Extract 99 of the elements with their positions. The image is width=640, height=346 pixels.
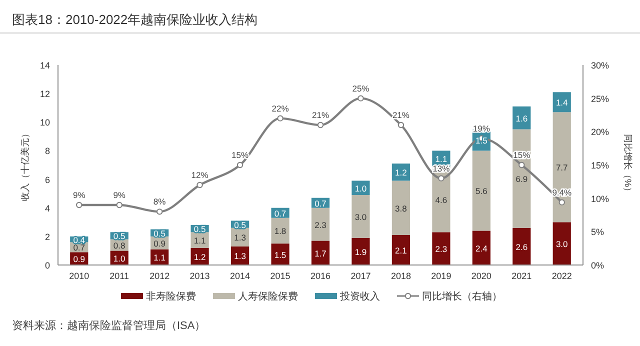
data-label: 0.7	[73, 242, 86, 253]
y-tick-label: 12	[40, 89, 50, 100]
y2-axis-title: 同比增长（%）	[623, 134, 633, 196]
y-tick-label: 6	[44, 174, 50, 185]
data-label: 1.4	[556, 98, 568, 108]
y-tick-label: 8	[44, 146, 50, 156]
bar	[472, 150, 490, 231]
data-label: 1.9	[354, 246, 367, 257]
data-label: 4.6	[435, 194, 448, 205]
data-label: 1.5	[274, 250, 286, 260]
point	[196, 182, 203, 188]
data-label: 0.5	[113, 231, 126, 242]
y-axis-title: 收入（十亿美元）	[20, 129, 30, 201]
data-label: 21%	[312, 110, 330, 120]
x-tick-label: 2012	[150, 271, 170, 281]
y2-tick-label: 0%	[591, 260, 604, 270]
data-label: 0.5	[234, 220, 246, 230]
point	[358, 95, 364, 102]
data-label: 5.6	[476, 186, 488, 196]
x-tick-label: 2022	[552, 271, 572, 281]
data-label: 2.3	[435, 244, 448, 254]
data-label: 2.4	[476, 243, 488, 254]
data-label: 6.9	[516, 174, 528, 184]
y-tick-label: 4	[44, 203, 50, 214]
chart-title: 图表18：2010-2022年越南保险业收入结构	[12, 12, 258, 27]
data-label: 1.1	[435, 154, 448, 164]
point	[438, 175, 444, 182]
data-label: 3.0	[354, 212, 367, 222]
data-label: 0.5	[194, 224, 206, 234]
y2-tick-label: 25%	[591, 94, 610, 104]
y2-tick-label: 20%	[591, 127, 610, 138]
x-tick-label: 2020	[471, 271, 492, 281]
x-tick-label: 2021	[512, 271, 532, 281]
data-label: 0.9	[73, 254, 86, 264]
point	[236, 162, 244, 168]
x-tick-label: 2019	[431, 271, 452, 281]
y-tick-label: 14	[40, 60, 50, 70]
y-tick-label: 10	[40, 118, 50, 128]
data-label: 22%	[272, 103, 290, 114]
data-label: 8%	[153, 196, 166, 207]
x-tick-label: 2011	[110, 271, 130, 281]
point	[398, 122, 404, 128]
data-label: 0.5	[154, 228, 166, 238]
data-label: 1.6	[516, 113, 528, 124]
data-label: 0.4	[73, 234, 86, 245]
point	[277, 115, 284, 122]
data-label: 13%	[432, 163, 450, 174]
data-label: 1.1	[194, 236, 206, 246]
data-label: 15%	[513, 150, 531, 160]
data-label: 15%	[232, 150, 249, 160]
x-tick-label: 2010	[69, 271, 90, 281]
data-label: 3.0	[556, 239, 568, 250]
data-label: 1.0	[113, 253, 126, 264]
point	[317, 122, 324, 128]
x-tick-label: 2015	[270, 271, 290, 281]
data-label: 9%	[113, 190, 126, 200]
data-label: 2.6	[516, 242, 528, 252]
point	[558, 199, 565, 206]
data-label: 2.3	[314, 220, 327, 230]
y2-tick-label: 15%	[591, 160, 610, 170]
x-tick-label: 2014	[230, 271, 250, 281]
legend-label: 非寿险保费	[146, 290, 196, 302]
data-label: 1.3	[234, 232, 246, 243]
y-tick-label: 0	[44, 260, 50, 270]
legend-label: 同比增长（右轴）	[422, 290, 502, 302]
data-label: 3.8	[395, 203, 408, 214]
data-label: 1.8	[274, 226, 286, 236]
x-tick-label: 2016	[310, 271, 331, 281]
data-label: 7.7	[556, 162, 568, 173]
data-label: 25%	[352, 83, 370, 94]
data-label: 0.8	[113, 240, 126, 250]
legend-label: 投资收入	[339, 290, 380, 302]
x-tick-label: 2018	[390, 271, 411, 281]
data-label: 1.7	[314, 248, 327, 258]
x-tick-label: 2017	[350, 271, 371, 281]
data-label: 9%	[72, 190, 86, 200]
point	[518, 162, 525, 168]
data-label: 0.7	[274, 208, 286, 218]
data-label: 1.2	[194, 252, 206, 262]
y2-tick-label: 30%	[591, 60, 610, 70]
legend-label: 人寿保险保费	[238, 290, 298, 302]
data-label: 0.7	[314, 198, 327, 208]
data-label: 0.9	[154, 238, 166, 248]
data-label: 2.1	[395, 246, 408, 256]
text: 资料来源：越南保险监督管理局（ISA）	[12, 319, 206, 332]
data-label: 1.1	[154, 252, 166, 263]
y-tick-label: 2	[44, 232, 50, 242]
data-label: 1.5	[476, 136, 488, 146]
x-tick-label: 2013	[190, 271, 210, 281]
y2-tick-label: 10%	[591, 194, 610, 204]
data-label: 12%	[191, 170, 209, 180]
data-label: 1.3	[234, 251, 246, 262]
point	[156, 208, 163, 215]
data-label: 1.2	[395, 168, 408, 178]
data-label: 1.0	[354, 183, 367, 194]
data-label: 21%	[392, 110, 410, 120]
y2-tick-label: 5%	[591, 227, 604, 238]
point	[76, 202, 82, 208]
point	[116, 202, 122, 208]
